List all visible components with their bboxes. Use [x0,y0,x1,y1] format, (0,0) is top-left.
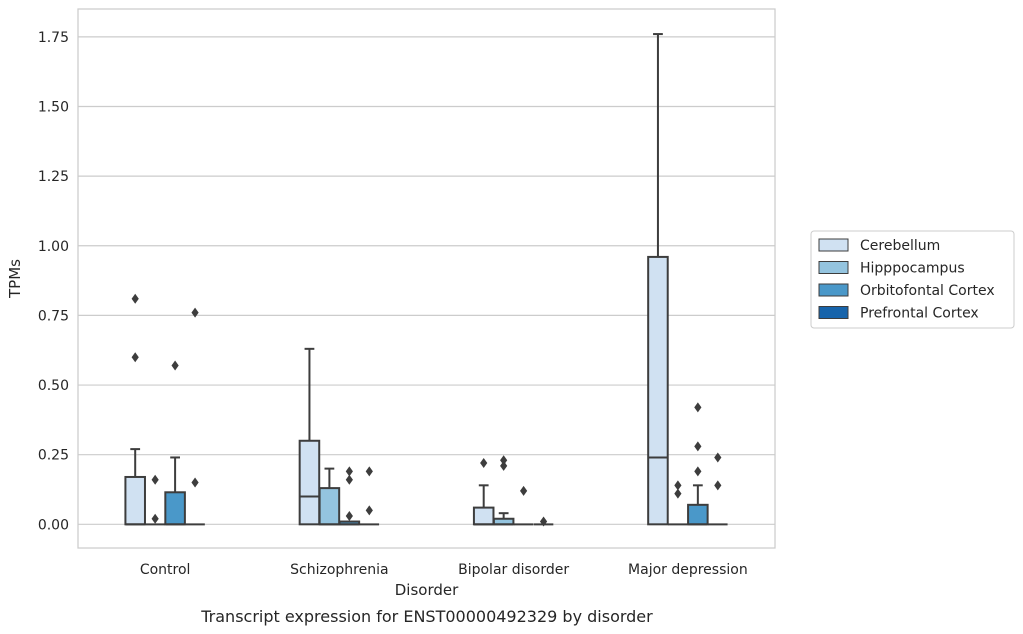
outlier-point [345,474,353,485]
box-body [164,491,186,526]
outlier-point [345,466,353,477]
legend-entry-label: Hipppocampus [860,261,965,277]
legend-frame [810,230,1015,329]
outlier-point [191,307,199,318]
outlier-point [171,360,179,371]
legend-entry-label: Cerebellum [860,238,940,254]
y-tick-label: 1.50 [38,99,69,115]
y-tick-label: 0.50 [38,378,69,394]
y-tick-labels: 0.00 0.25 0.50 0.75 1.00 1.25 1.50 1.75 [38,30,69,533]
y-tick-label: 1.75 [38,30,69,46]
outlier-point [694,466,702,477]
outlier-point [714,452,722,463]
outlier-point [694,402,702,413]
x-tick-label: Control [140,562,191,578]
outlier-point [151,474,159,485]
chart-caption: Transcript expression for ENST0000049232… [200,607,653,626]
box-body [687,503,709,526]
y-tick-label: 0.75 [38,308,69,324]
x-tick-label: Schizophrenia [290,562,388,578]
legend-entry-label: Orbitofontal Cortex [860,283,995,299]
outlier-point [131,293,139,304]
outlier-point [520,485,528,496]
y-tick-label: 1.00 [38,239,69,255]
box-cerebellum [647,33,669,526]
outlier-point [674,488,682,499]
outlier-point [500,460,508,471]
box-hipppocampus [492,512,515,526]
outlier-layer [131,293,722,527]
box-body [472,506,495,526]
box-body [647,255,669,526]
box-orbitofontal-cortex [164,456,186,526]
box-hipppocampus [318,467,341,526]
plot-area-frame [77,8,776,549]
legend-entry-label: Prefrontal Cortex [860,306,979,322]
outlier-point [151,513,159,524]
outlier-point [345,510,353,521]
outlier-point [694,441,702,452]
outlier-point [539,516,548,527]
y-tick-label: 1.25 [38,169,69,185]
x-axis-label: Disorder [395,581,459,599]
legend-swatch [818,261,849,274]
box-cerebellum [298,347,321,526]
outlier-point [674,480,682,491]
grid-lines [78,36,775,525]
y-tick-label: 0.25 [38,448,69,464]
box-cerebellum [124,448,146,526]
y-axis-label: TPMs [6,259,24,299]
outlier-point [365,466,373,477]
outlier-point [480,458,488,469]
legend: Cerebellum Hipppocampus Orbitofontal Corte… [810,230,1015,329]
outlier-point [365,505,373,516]
legend-swatch [818,238,849,252]
box-body [124,475,146,526]
box-body [298,439,321,526]
box-cerebellum [472,484,495,526]
outlier-point [131,352,139,363]
outlier-point [191,477,199,488]
box-series-layer [124,33,728,526]
legend-swatch [818,306,849,319]
y-tick-label: 0.00 [38,517,69,533]
x-tick-labels: Control Schizophrenia Bipolar disorder Majo… [140,562,748,578]
x-tick-label: Major depression [628,562,748,578]
outlier-point [500,455,508,466]
legend-swatch [818,283,849,297]
outlier-point [714,480,722,491]
box-orbitofontal-cortex [687,484,709,526]
box-orbitofontal-cortex [338,520,361,526]
box-body [318,487,341,526]
x-tick-label: Bipolar disorder [458,562,569,578]
